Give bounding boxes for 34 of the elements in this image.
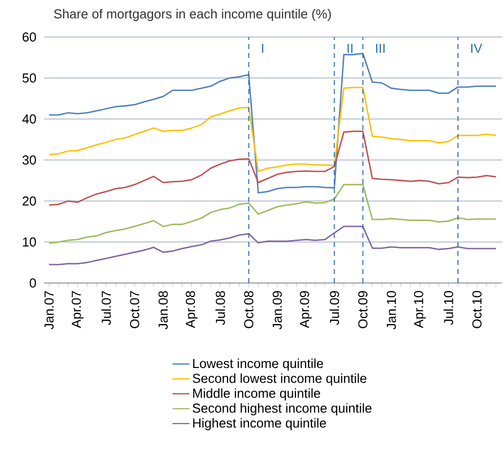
y-tick-label: 40 [22,114,36,124]
x-tick-label: Jul.09 [330,291,340,326]
legend-label: Second lowest income quintile [192,373,366,386]
x-tick-label: Jan.10 [386,291,396,330]
x-tick-label: Jul.07 [101,291,111,326]
y-tick-label: 20 [22,196,36,206]
x-tick-label: Apr.08 [186,291,198,328]
y-tick-label: 50 [22,73,36,83]
legend-label: Second highest income quintile [192,403,372,416]
legend-label: Middle income quintile [193,388,320,400]
x-tick-label: Jan.08 [158,291,168,330]
x-tick-label: Jul.10 [444,291,454,326]
y-tick-label: 10 [23,237,36,247]
x-tick-label: Apr.09 [300,291,312,328]
y-tick-label: 0 [30,278,36,288]
x-tick-label: Apr.10 [414,291,426,328]
ref-line-label: III [376,44,385,53]
x-tick-label: Jul.08 [215,291,225,326]
ref-line-label: I [262,44,264,53]
x-tick-label: Apr.07 [72,291,84,328]
legend-label: Lowest income quintile [193,358,324,371]
y-tick-label: 30 [22,155,36,165]
ref-line-label: IV [471,44,482,53]
legend-label: Highest income quintile [193,418,326,430]
x-tick-label: Oct.07 [130,291,140,328]
x-tick-label: Jan.09 [272,291,282,330]
y-tick-label: 60 [22,32,36,42]
line-series [48,130,497,206]
chart-title: Share of mortgagors in each income quintile (%) [54,8,331,22]
x-tick-label: Oct.09 [358,291,368,328]
ref-line-label: II [348,44,352,53]
x-tick-label: Jan.07 [44,291,54,330]
x-tick-label: Oct.10 [472,291,482,328]
x-tick-label: Oct.08 [244,291,254,328]
